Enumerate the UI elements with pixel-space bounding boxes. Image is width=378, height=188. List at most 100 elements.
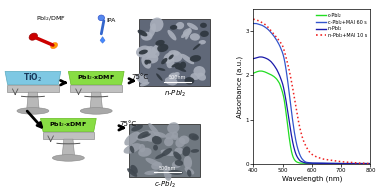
Ellipse shape [138, 30, 147, 36]
Ellipse shape [193, 44, 201, 50]
c-PbI₂ [251, 72, 256, 74]
n-PbI₂+MAI 10 s [368, 162, 373, 165]
c-PbI₂+MAI 60 s [307, 161, 311, 164]
Ellipse shape [180, 62, 186, 69]
Ellipse shape [184, 167, 194, 175]
Ellipse shape [151, 162, 162, 170]
n-PbI₂ [366, 162, 370, 165]
Ellipse shape [194, 66, 205, 77]
Ellipse shape [136, 45, 152, 58]
n-PbI₂ [251, 58, 256, 60]
Ellipse shape [149, 23, 156, 37]
Ellipse shape [187, 170, 191, 177]
Line: n-PbI₂: n-PbI₂ [253, 57, 370, 164]
Ellipse shape [144, 60, 148, 65]
Ellipse shape [164, 137, 174, 146]
Text: n-PbI$_2$: n-PbI$_2$ [164, 88, 186, 99]
Ellipse shape [53, 155, 84, 161]
Ellipse shape [174, 72, 180, 77]
Ellipse shape [146, 158, 161, 166]
c-PbI₂ [347, 162, 352, 165]
Ellipse shape [187, 23, 198, 30]
Ellipse shape [175, 22, 184, 29]
n-PbI₂ [368, 162, 373, 165]
Ellipse shape [156, 73, 163, 81]
Ellipse shape [172, 161, 181, 168]
Ellipse shape [136, 132, 152, 142]
Ellipse shape [184, 77, 194, 84]
Ellipse shape [175, 138, 185, 147]
Ellipse shape [144, 46, 156, 58]
Ellipse shape [124, 132, 140, 146]
Ellipse shape [152, 45, 160, 53]
n-PbI₂ [347, 162, 352, 165]
Ellipse shape [197, 73, 206, 81]
Ellipse shape [190, 55, 201, 62]
Ellipse shape [200, 31, 209, 37]
Ellipse shape [167, 50, 182, 62]
n-PbI₂ [326, 162, 331, 165]
Polygon shape [68, 71, 124, 85]
Ellipse shape [142, 133, 151, 138]
Ellipse shape [175, 147, 183, 155]
Ellipse shape [141, 32, 152, 41]
n-PbI₂ [307, 162, 311, 164]
Ellipse shape [140, 82, 149, 86]
Ellipse shape [150, 50, 160, 58]
Ellipse shape [200, 23, 207, 28]
n-PbI₂+MAI 10 s [367, 162, 372, 165]
Text: PbI$_2$·xDMF: PbI$_2$·xDMF [50, 121, 87, 130]
Ellipse shape [98, 15, 104, 21]
n-PbI₂ [321, 162, 325, 164]
Polygon shape [62, 139, 75, 158]
Polygon shape [40, 118, 96, 132]
Ellipse shape [169, 170, 183, 175]
Ellipse shape [179, 136, 189, 144]
Ellipse shape [165, 77, 178, 85]
n-PbI₂ [308, 162, 312, 164]
Ellipse shape [153, 145, 158, 151]
n-PbI₂+MAI 10 s [366, 162, 370, 165]
Ellipse shape [185, 28, 191, 40]
Text: 75°C: 75°C [132, 74, 149, 80]
Ellipse shape [161, 148, 172, 156]
Ellipse shape [148, 123, 160, 137]
Ellipse shape [167, 30, 177, 40]
Ellipse shape [167, 122, 180, 133]
FancyBboxPatch shape [43, 132, 94, 139]
Ellipse shape [130, 165, 138, 174]
Ellipse shape [171, 135, 178, 140]
Ellipse shape [17, 108, 49, 114]
Ellipse shape [136, 74, 148, 84]
n-PbI₂+MAI 10 s [347, 161, 352, 163]
c-PbI₂+MAI 60 s [368, 162, 373, 165]
Ellipse shape [154, 132, 166, 138]
Ellipse shape [172, 131, 178, 138]
Ellipse shape [170, 25, 177, 30]
Ellipse shape [155, 40, 165, 46]
Ellipse shape [166, 57, 175, 68]
n-PbI₂+MAI 10 s [307, 151, 312, 153]
Ellipse shape [161, 149, 175, 156]
Line: n-PbI₂+MAI 10 s: n-PbI₂+MAI 10 s [253, 19, 370, 164]
Ellipse shape [172, 63, 180, 67]
Ellipse shape [127, 168, 137, 177]
n-PbI₂+MAI 10 s [307, 150, 311, 152]
Ellipse shape [172, 51, 179, 56]
Ellipse shape [191, 73, 200, 80]
Ellipse shape [177, 67, 186, 72]
Ellipse shape [29, 33, 37, 40]
Text: PbI$_2$·xDMF: PbI$_2$·xDMF [77, 74, 115, 83]
c-PbI₂ [366, 162, 370, 165]
c-PbI₂+MAI 60 s [366, 162, 370, 165]
Ellipse shape [139, 50, 148, 55]
c-PbI₂ [258, 70, 263, 72]
Ellipse shape [163, 53, 174, 64]
Polygon shape [100, 37, 105, 43]
Ellipse shape [124, 143, 141, 154]
Ellipse shape [173, 151, 181, 160]
c-PbI₂ [321, 162, 326, 165]
Ellipse shape [191, 149, 199, 153]
n-PbI₂+MAI 10 s [251, 18, 256, 20]
n-PbI₂ [314, 162, 319, 164]
